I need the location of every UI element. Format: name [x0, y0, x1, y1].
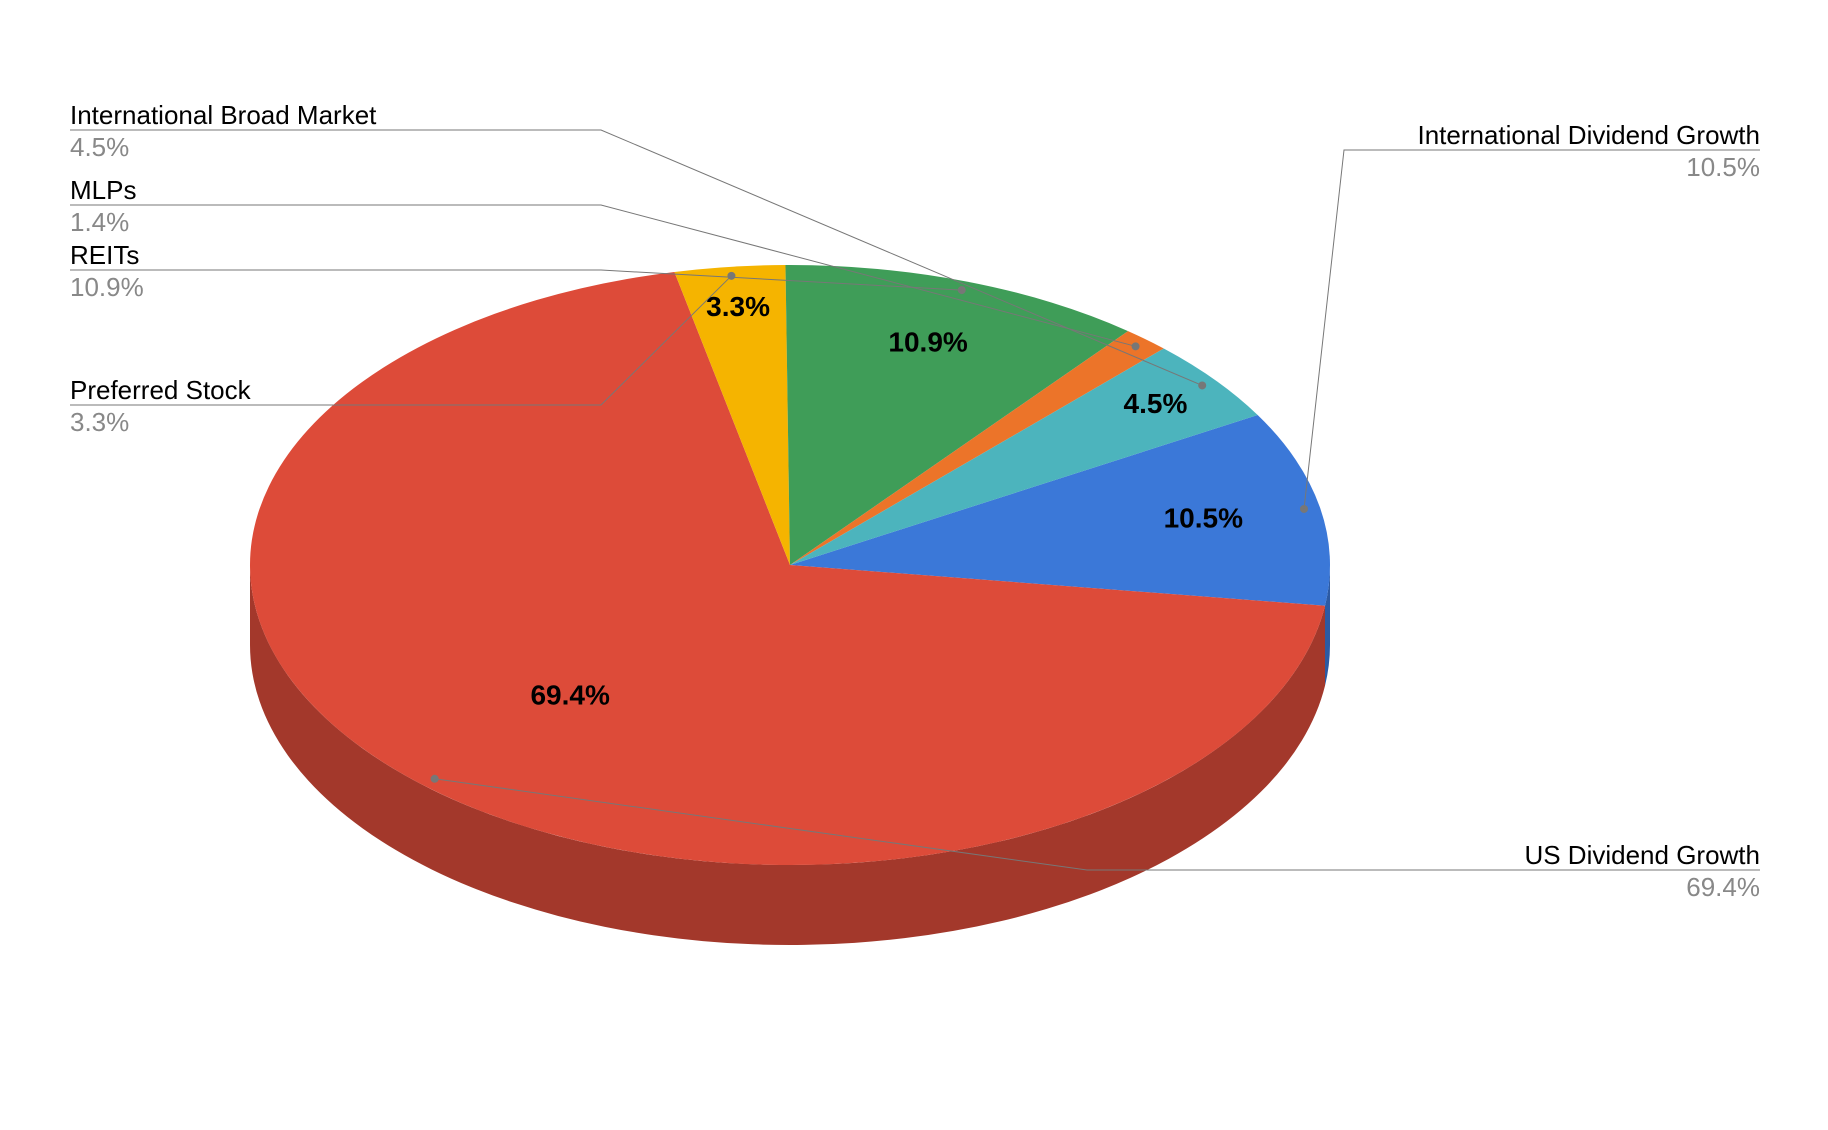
legend-name: REITs [70, 240, 139, 270]
pie-chart-3d: 10.5% 69.4% 3.3% 10.9% 4.5% International Div… [0, 0, 1828, 1130]
legend-pct: 69.4% [1686, 872, 1760, 902]
slice-pct-label: 10.5% [1164, 502, 1243, 533]
legend-pct: 4.5% [70, 132, 129, 162]
legend-name: International Broad Market [70, 100, 377, 130]
slice-pct-label: 4.5% [1124, 388, 1188, 419]
slice-pct-label: 10.9% [888, 326, 967, 357]
legend-pct: 1.4% [70, 207, 129, 237]
leader-line [1304, 150, 1760, 509]
legend-name: MLPs [70, 175, 136, 205]
slice-pct-label: 3.3% [706, 291, 770, 322]
legend-pct: 10.9% [70, 272, 144, 302]
legend-name: Preferred Stock [70, 375, 252, 405]
pie-tops [250, 265, 1330, 865]
slice-pct-label: 69.4% [530, 680, 609, 711]
legend-pct: 10.5% [1686, 152, 1760, 182]
legend-name: US Dividend Growth [1524, 840, 1760, 870]
legend-pct: 3.3% [70, 407, 129, 437]
legend-name: International Dividend Growth [1417, 120, 1760, 150]
